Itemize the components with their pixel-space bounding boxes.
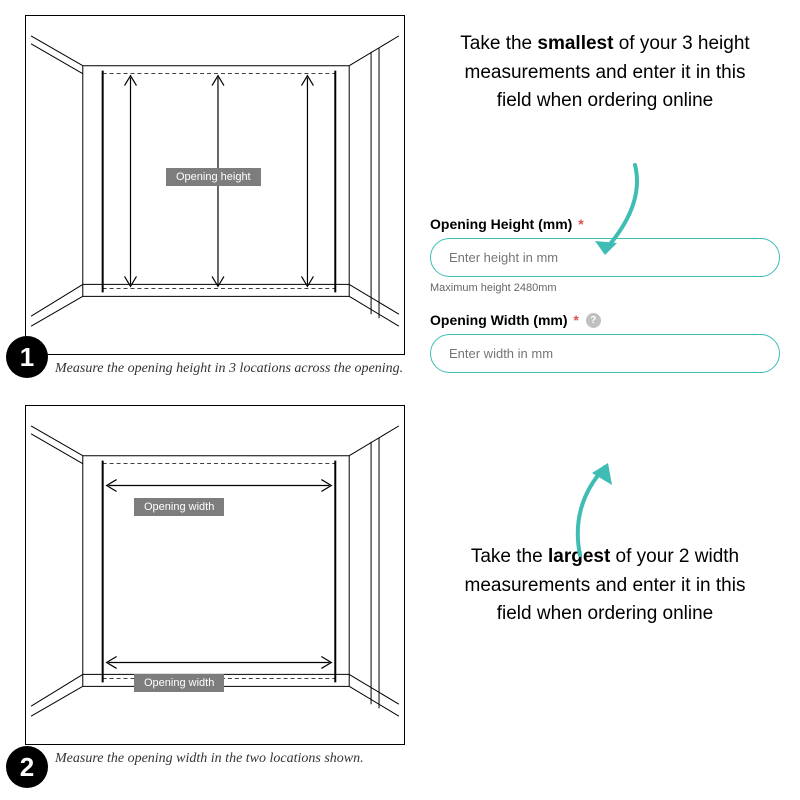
opening-width-input[interactable] [430,334,780,373]
panel-width: Opening width Opening width Measure the … [0,390,420,800]
width-label: Opening Width (mm) * ? [430,312,780,329]
caption-width: Measure the opening width in the two loc… [55,751,420,767]
opening-width-label-top: Opening width [134,498,224,516]
help-icon[interactable]: ? [586,313,601,328]
opening-height-label: Opening height [166,168,261,186]
height-label: Opening Height (mm) * [430,216,780,232]
caption-height: Measure the opening height in 3 location… [55,361,420,377]
opening-width-label-bottom: Opening width [134,674,224,692]
panel-height: Opening height Measure the opening heigh… [0,0,420,390]
opening-height-input[interactable] [430,238,780,277]
badge-2: 2 [6,746,48,788]
badge-1: 1 [6,336,48,378]
room-width-svg [26,406,404,744]
diagram-width: Opening width Opening width [25,405,405,745]
height-helper: Maximum height 2480mm [430,282,780,294]
required-mark: * [578,216,583,232]
required-mark: * [573,312,578,328]
instruction-height: Take the smallest of your 3 height measu… [430,20,780,116]
instruction-width: Take the largest of your 2 width measure… [430,513,780,629]
diagram-height: Opening height [25,15,405,355]
